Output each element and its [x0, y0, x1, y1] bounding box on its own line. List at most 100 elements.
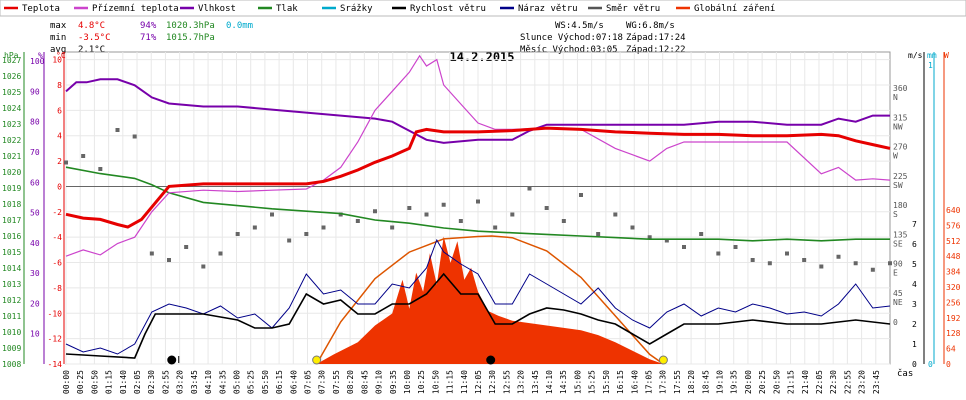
axis-w-tick: 448 [946, 252, 961, 261]
legend-label: Vlhkost [198, 4, 236, 14]
wind-direction-point [870, 267, 875, 272]
axis-direction-label: E [893, 269, 898, 278]
wind-direction-point [699, 232, 704, 236]
axis-w-tick: 192 [946, 314, 961, 323]
axis-ms-tick: 0 [912, 360, 917, 369]
wind-direction-point [716, 251, 721, 256]
wind-direction-point [115, 128, 120, 132]
wind-direction-point [252, 225, 257, 230]
axis-ms-tick: 5 [912, 260, 917, 269]
x-tick-label: 19:10 [716, 370, 725, 394]
wind-direction-point [682, 245, 686, 249]
axis-hpa-tick: 1021 [2, 152, 21, 161]
axis-direction-label: S [893, 210, 898, 219]
stats-min-press: 1015.7hPa [166, 33, 215, 43]
axis-percent-tick: 70 [30, 148, 40, 157]
stats-min-label: min [50, 33, 66, 43]
axis-percent-label: % [38, 51, 43, 60]
axis-percent-tick: 60 [30, 178, 40, 187]
wind-direction-point [510, 212, 515, 217]
axis-celsius-label: °C [56, 51, 66, 60]
x-tick-label: 01:40 [119, 370, 128, 394]
grid [65, 51, 891, 365]
x-tick-label: 06:40 [289, 370, 298, 394]
wind-direction-point [304, 232, 309, 236]
legend-label: Teplota [22, 4, 60, 14]
x-tick-label: 15:50 [602, 370, 611, 394]
legend-label: Přízemní teplota [92, 4, 179, 14]
x-tick-label: 07:55 [332, 370, 341, 394]
series [64, 54, 892, 365]
wind-direction-point [184, 245, 189, 249]
x-tick-label: 02:55 [161, 370, 170, 394]
wind-direction-point [373, 209, 377, 214]
axis-percent-tick: 30 [30, 269, 40, 278]
axis-percent-tick: 50 [30, 209, 40, 218]
x-tick-label: 10:00 [403, 370, 412, 394]
wind-direction-point [407, 206, 412, 210]
x-tick-label: 10:50 [431, 370, 440, 394]
stats-moon-rise: Měsíc Východ:03:05 [520, 45, 618, 55]
axis-ms-tick: 4 [912, 280, 917, 289]
moonrise-icon [167, 355, 177, 365]
ground-temperature-line [65, 54, 891, 257]
axis-direction-label: N [893, 93, 898, 102]
wind-direction-point [338, 212, 343, 217]
x-tick-label: 12:05 [474, 370, 483, 394]
stats-sun-set: Západ:17:24 [626, 33, 686, 43]
x-tick-label: 00:00 [62, 370, 71, 394]
x-tick-label: 02:30 [147, 370, 156, 394]
x-tick-label: 23:45 [872, 370, 881, 394]
legend-frame [0, 0, 966, 17]
markers [167, 355, 668, 365]
axis-direction-label: NE [893, 298, 903, 307]
x-tick-label: 12:30 [488, 370, 497, 394]
axis-hpa-tick: 1022 [2, 136, 21, 145]
stats-avg-label: avg [50, 45, 66, 55]
x-tick-label: 14:35 [559, 370, 568, 394]
stats-moon-set: Západ:12:22 [626, 45, 686, 55]
axis-ms-tick: 1 [912, 340, 917, 349]
stats-wg: WG:6.8m/s [626, 21, 675, 31]
stats-max-rain: 0.0mm [226, 21, 253, 31]
x-tick-label: 22:30 [829, 370, 838, 394]
x-tick-label: 20:50 [772, 370, 781, 394]
wind-direction-point [355, 219, 360, 223]
axis-hpa-tick: 1010 [2, 328, 21, 337]
x-tick-label: 20:25 [758, 370, 767, 394]
x-tick-label: 16:15 [616, 370, 625, 394]
wind-direction-point [733, 245, 738, 249]
axis-ms-tick: 2 [912, 320, 917, 329]
x-tick-label: 14:10 [545, 370, 554, 394]
wind-direction-point [476, 199, 480, 204]
axis-hpa-tick: 1025 [2, 88, 21, 97]
x-tick-label: 18:20 [687, 370, 696, 394]
wind-direction-point [270, 212, 274, 217]
axis-direction-tick: 45 [893, 289, 903, 298]
wind-direction-point [802, 258, 807, 262]
axis-direction-tick: 270 [893, 143, 908, 152]
axis-direction-tick: 225 [893, 172, 908, 181]
wind-direction-point [493, 225, 498, 230]
stats-min-hum: 71% [140, 33, 157, 43]
legend-label: Tlak [276, 4, 298, 14]
x-tick-label: 08:20 [346, 370, 355, 394]
axis-celsius-tick: -14 [48, 360, 63, 369]
axis-percent-tick: 90 [30, 87, 40, 96]
axis-percent-tick: 100 [30, 57, 45, 66]
wind-direction-point [390, 225, 395, 230]
axis-hpa-tick: 1023 [2, 120, 21, 129]
sunset-icon [658, 355, 668, 365]
x-tick-label: 21:15 [787, 370, 796, 394]
chart-title: 14.2.2015 [449, 50, 514, 64]
axis-celsius-tick: -12 [48, 335, 63, 344]
x-tick-label: 03:20 [176, 370, 185, 394]
stats-sun-rise: Slunce Východ:07:18 [520, 33, 623, 43]
axis-direction-label: SE [893, 239, 903, 248]
x-tick-label: 22:05 [815, 370, 824, 394]
x-tick-label: 10:25 [417, 370, 426, 394]
x-tick-label: 11:15 [446, 370, 455, 394]
wind-direction-point [853, 261, 858, 266]
wind-direction-point [287, 238, 292, 243]
